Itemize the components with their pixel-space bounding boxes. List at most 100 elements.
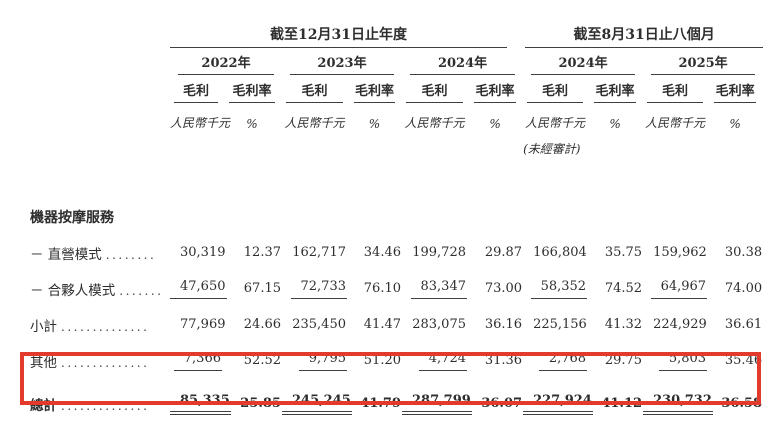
table-row: 小計.............. 77,969 24.66 235,450 41.47 2… — [30, 308, 763, 344]
gross-profit-value: 4,724 — [402, 344, 467, 380]
period-group-eight-months: 截至8月31日止八個月 — [523, 24, 764, 48]
year-header-2025: 2025年 — [643, 48, 763, 75]
gross-profit-table: 截至12月31日止年度 截至8月31日止八個月 2022年 2023年 2024… — [30, 24, 764, 426]
gross-profit-value: 83,347 — [402, 272, 467, 308]
row-label: 其他.............. — [30, 355, 150, 371]
gross-margin-value: 52.52 — [243, 353, 281, 368]
gross-profit-header: 毛利 — [523, 75, 587, 103]
gross-profit-value: 227,924 — [523, 380, 593, 426]
gross-profit-value: 283,075 — [412, 317, 466, 332]
label-column-spacer — [30, 75, 170, 103]
gross-profit-header: 毛利 — [643, 75, 707, 103]
gross-margin-value: 12.37 — [243, 245, 281, 260]
gross-margin-value: 67.15 — [243, 281, 281, 296]
gross-margin-header: 毛利率 — [467, 75, 523, 103]
unit-amount: 人民幣千元 — [525, 116, 586, 130]
gross-margin-value: 74.00 — [724, 281, 763, 296]
gross-margin-value: 41.47 — [363, 317, 401, 332]
gross-profit-value: 230,732 — [643, 380, 713, 426]
period-group-label: 截至8月31日止八個月 — [525, 24, 764, 48]
gross-profit-value: 7,366 — [170, 344, 222, 380]
gross-margin-value: 36.61 — [724, 317, 763, 332]
gross-margin-value: 25.85 — [240, 396, 281, 411]
row-label: － 合夥人模式....... — [30, 283, 164, 299]
gross-margin-value: 31.36 — [484, 353, 523, 368]
gross-profit-value: 30,319 — [180, 245, 226, 260]
gross-profit-value: 235,450 — [292, 317, 346, 332]
gross-margin-value: 51.20 — [363, 353, 401, 368]
gross-margin-header: 毛利率 — [707, 75, 763, 103]
unit-amount: 人民幣千元 — [170, 116, 231, 130]
gross-profit-value: 2,768 — [523, 344, 588, 380]
gross-profit-value: 5,803 — [643, 344, 708, 380]
gross-profit-value: 245,245 — [282, 380, 352, 426]
gross-profit-value: 58,352 — [523, 272, 588, 308]
label-column-spacer — [30, 24, 170, 48]
gross-profit-value: 159,962 — [653, 245, 707, 260]
unit-percent: % — [489, 117, 501, 131]
gross-profit-header: 毛利 — [170, 75, 222, 103]
gross-margin-value: 34.46 — [363, 245, 401, 260]
gross-margin-value: 76.10 — [363, 281, 401, 296]
gross-margin-value: 41.12 — [601, 396, 643, 411]
gross-margin-value: 24.66 — [243, 317, 281, 332]
gross-margin-value: 35.75 — [604, 245, 643, 260]
unit-header-row: 人民幣千元 % 人民幣千元 % 人民幣千元 % 人民幣千元 % 人民幣千元 % — [30, 103, 763, 135]
gross-profit-header: 毛利 — [282, 75, 347, 103]
gross-profit-value: 162,717 — [292, 245, 346, 260]
gross-margin-value: 35.46 — [724, 353, 763, 368]
unit-amount: 人民幣千元 — [284, 116, 345, 130]
gross-margin-value: 36.07 — [481, 396, 523, 411]
gross-profit-value: 224,929 — [653, 317, 707, 332]
period-group-header-row: 截至12月31日止年度 截至8月31日止八個月 — [30, 24, 764, 48]
gross-margin-value: 29.87 — [484, 245, 523, 260]
gross-margin-value: 73.00 — [484, 281, 523, 296]
label-column-spacer — [30, 103, 170, 135]
gross-profit-value: 287,799 — [402, 380, 472, 426]
gross-margin-header: 毛利率 — [347, 75, 402, 103]
gross-margin-value: 36.58 — [721, 396, 763, 411]
gross-profit-value: 199,728 — [412, 245, 466, 260]
unit-percent: % — [609, 117, 621, 131]
spacer — [30, 135, 523, 159]
table-row-total: 總計.............. 85,335 25.85 245,245 41.79 2… — [30, 380, 763, 426]
row-label: － 直營模式........ — [30, 247, 157, 263]
table-row: － 直營模式........ 30,319 12.37 162,717 34.46 199… — [30, 236, 763, 272]
gross-margin-value: 29.75 — [604, 353, 643, 368]
gross-profit-value: 9,795 — [282, 344, 347, 380]
gross-margin-header: 毛利率 — [222, 75, 282, 103]
gross-margin-value: 74.52 — [604, 281, 643, 296]
unit-percent: % — [729, 117, 741, 131]
gross-profit-value: 77,969 — [180, 317, 226, 332]
gross-margin-value: 30.38 — [724, 245, 763, 260]
gross-profit-value: 72,733 — [282, 272, 347, 308]
gross-profit-value: 166,804 — [533, 245, 587, 260]
gross-margin-value: 41.32 — [604, 317, 643, 332]
gross-margin-value: 36.16 — [484, 317, 523, 332]
gross-margin-header: 毛利率 — [587, 75, 643, 103]
year-header-2024-8m: 2024年 — [523, 48, 643, 75]
gross-profit-value: 225,156 — [533, 317, 587, 332]
year-header-2023: 2023年 — [282, 48, 402, 75]
gross-profit-value: 85,335 — [170, 380, 231, 426]
spacer — [643, 135, 763, 159]
section-header-row: 機器按摩服務 — [30, 159, 763, 236]
gross-margin-value: 41.79 — [360, 396, 401, 411]
label-column-spacer — [30, 48, 170, 75]
row-label: 總計.............. — [30, 398, 150, 414]
gross-profit-header: 毛利 — [402, 75, 467, 103]
unaudited-note: (未經審計) — [523, 142, 581, 156]
year-header-2024: 2024年 — [402, 48, 523, 75]
unit-amount: 人民幣千元 — [404, 116, 465, 130]
table-row: － 合夥人模式....... 47,650 67.15 72,733 76.10 83,3… — [30, 272, 763, 308]
year-header-2022: 2022年 — [170, 48, 282, 75]
year-header-row: 2022年 2023年 2024年 2024年 2025年 — [30, 48, 763, 75]
gross-profit-value: 47,650 — [170, 272, 227, 308]
unit-amount: 人民幣千元 — [645, 116, 706, 130]
unaudited-note-row: (未經審計) — [30, 135, 763, 159]
gross-profit-value: 64,967 — [643, 272, 708, 308]
period-group-label: 截至12月31日止年度 — [170, 24, 508, 48]
unit-percent: % — [368, 117, 381, 131]
period-group-year-ended: 截至12月31日止年度 — [170, 24, 523, 48]
